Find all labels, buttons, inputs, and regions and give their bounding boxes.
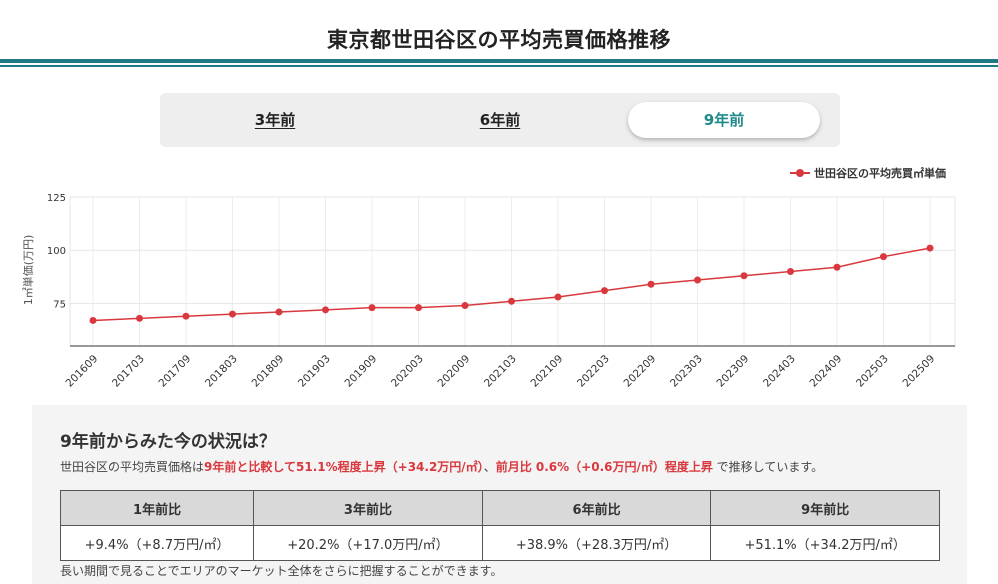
x-tick-label: 202409: [807, 353, 844, 390]
value-6y: +38.9%（+28.3万円/㎡）: [481, 525, 712, 561]
header-3y: 3年前比: [253, 490, 483, 526]
title-rule: [0, 59, 998, 63]
header-6y: 6年前比: [481, 490, 712, 526]
title-rule-thin: [0, 65, 998, 67]
chart-legend[interactable]: 世田谷区の平均売買㎡単価: [790, 165, 946, 181]
data-point: [136, 314, 143, 322]
data-point: [833, 263, 841, 271]
period-tabs: 3年前 6年前 9年前: [160, 93, 840, 147]
x-tick-label: 201703: [110, 353, 147, 390]
tab-6-years[interactable]: 6年前: [479, 111, 521, 129]
x-tick-label: 201609: [63, 353, 100, 390]
tab-3-years[interactable]: 3年前: [254, 111, 296, 129]
x-tick-label: 201809: [249, 353, 286, 390]
header-9y: 9年前比: [710, 490, 940, 526]
data-point: [275, 308, 283, 316]
comparison-table: 1年前比 3年前比 6年前比 9年前比 +9.4%（+8.7万円/㎡） +20.…: [59, 490, 940, 561]
data-point: [880, 253, 887, 261]
legend-marker-icon: [790, 168, 810, 178]
value-9y: +51.1%（+34.2万円/㎡）: [710, 525, 940, 561]
summary-highlight-month: 前月比 0.6%（+0.6万円/㎡）程度上昇: [495, 460, 713, 474]
summary-highlight-9y: 9年前と比較して51.1%程度上昇（+34.2万円/㎡）: [204, 460, 484, 474]
data-point: [694, 276, 701, 284]
data-point: [647, 280, 655, 288]
data-point: [926, 244, 934, 252]
y-tick-label: 100: [47, 246, 66, 257]
data-point: [182, 312, 190, 320]
x-tick-label: 202403: [761, 353, 798, 390]
legend-label: 世田谷区の平均売買㎡単価: [814, 167, 946, 180]
x-tick-label: 201803: [203, 353, 240, 390]
data-point: [229, 310, 236, 318]
x-tick-label: 202203: [575, 353, 612, 390]
x-tick-label: 201709: [156, 353, 193, 390]
data-point: [508, 297, 515, 305]
comparison-header-row: 1年前比 3年前比 6年前比 9年前比: [59, 490, 940, 526]
data-point: [740, 272, 748, 280]
data-point: [322, 306, 329, 314]
plot-area: [69, 196, 956, 347]
summary-panel: 9年前からみた今の状況は？ 世田谷区の平均売買価格は9年前と比較して51.1%程…: [32, 405, 967, 584]
x-tick-label: 202303: [668, 353, 705, 390]
x-tick-label: 202109: [528, 353, 565, 390]
x-tick-label: 201909: [342, 353, 379, 390]
x-tick-label: 202003: [389, 353, 426, 390]
summary-heading: 9年前からみた今の状況は？: [60, 432, 276, 452]
data-point: [601, 287, 608, 295]
x-tick-label: 202103: [482, 353, 519, 390]
header-1y: 1年前比: [59, 490, 255, 526]
data-point: [368, 304, 376, 312]
value-1y: +9.4%（+8.7万円/㎡）: [59, 525, 255, 561]
y-tick-label: 75: [53, 299, 66, 310]
x-tick-label: 202309: [714, 353, 751, 390]
footnote: 長い期間で見ることでエリアのマーケット全体をさらに把握することができます。: [60, 564, 503, 578]
summary-text: 世田谷区の平均売買価格は9年前と比較して51.1%程度上昇（+34.2万円/㎡）…: [60, 460, 824, 474]
tab-9-years[interactable]: 9年前: [628, 102, 820, 138]
data-point: [89, 316, 97, 324]
value-3y: +20.2%（+17.0万円/㎡）: [253, 525, 483, 561]
data-point: [461, 302, 469, 310]
x-tick-label: 201903: [296, 353, 333, 390]
x-tick-label: 202209: [621, 353, 658, 390]
price-line-chart: 75 100 125 201609 201703 201709 201803 201809 20…: [47, 193, 956, 390]
data-point: [415, 304, 422, 312]
x-tick-label: 202009: [435, 353, 472, 390]
x-tick-label: 202503: [854, 353, 891, 390]
data-point: [787, 268, 794, 275]
comparison-value-row: +9.4%（+8.7万円/㎡） +20.2%（+17.0万円/㎡） +38.9%…: [59, 525, 940, 561]
data-point: [554, 293, 562, 301]
x-tick-label: 202509: [900, 353, 937, 390]
y-tick-label: 125: [47, 193, 66, 204]
page-title: 東京都世田谷区の平均売買価格推移: [327, 28, 671, 52]
